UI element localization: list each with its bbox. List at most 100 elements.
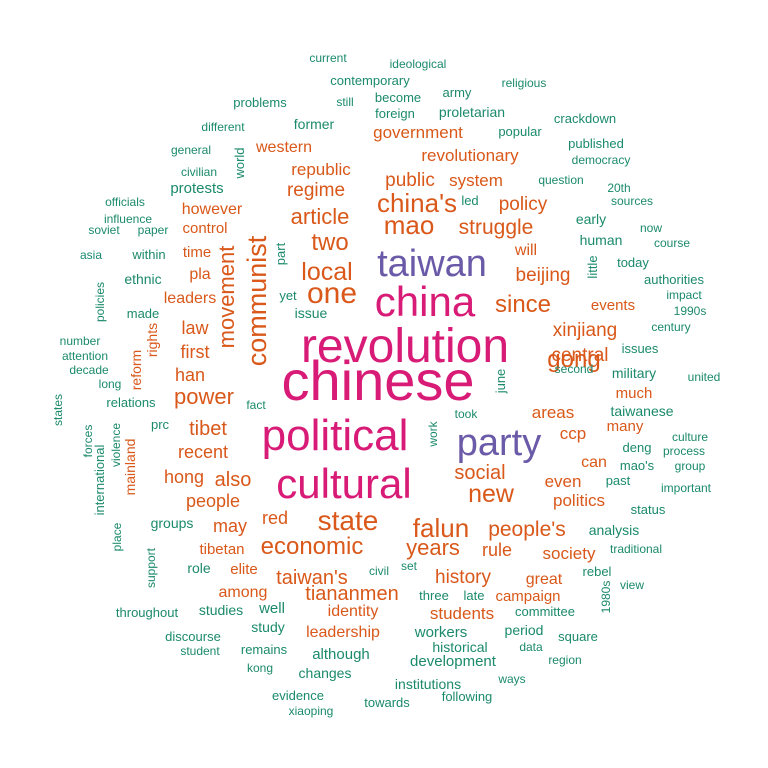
cloud-word-rule: rule bbox=[482, 540, 512, 560]
cloud-word-throughout: throughout bbox=[116, 605, 179, 620]
cloud-word-leaders: leaders bbox=[164, 290, 216, 307]
cloud-word-years: years bbox=[406, 535, 460, 560]
cloud-word-issues: issues bbox=[622, 341, 659, 356]
cloud-word-events: events bbox=[591, 297, 635, 314]
cloud-word-republic: republic bbox=[291, 160, 351, 179]
cloud-word-still: still bbox=[336, 95, 353, 109]
cloud-word-problems: problems bbox=[233, 95, 287, 110]
cloud-word-cultural: cultural bbox=[276, 460, 411, 507]
cloud-word-june: june bbox=[493, 369, 508, 395]
cloud-word-asia: asia bbox=[80, 248, 102, 262]
cloud-word-question: question bbox=[538, 173, 583, 187]
cloud-word-democracy: democracy bbox=[572, 153, 631, 167]
cloud-word-course: course bbox=[654, 236, 690, 250]
cloud-word-recent: recent bbox=[178, 442, 228, 462]
cloud-word-evidence: evidence bbox=[272, 688, 324, 703]
cloud-word-history: history bbox=[435, 567, 491, 588]
cloud-word-politics: politics bbox=[553, 491, 605, 510]
cloud-word-ethnic: ethnic bbox=[124, 271, 161, 287]
cloud-word-popular: popular bbox=[498, 124, 542, 139]
cloud-word-influence: influence bbox=[104, 212, 152, 226]
cloud-word-local: local bbox=[301, 258, 352, 286]
cloud-word-important: important bbox=[661, 481, 712, 495]
cloud-word-also: also bbox=[215, 469, 252, 491]
cloud-word-central: central bbox=[551, 345, 608, 366]
cloud-word-han: han bbox=[175, 365, 205, 385]
cloud-word-reform: reform bbox=[128, 350, 144, 390]
cloud-word-general: general bbox=[171, 143, 211, 157]
cloud-word-soviet: soviet bbox=[88, 223, 120, 237]
cloud-word-now: now bbox=[640, 221, 662, 235]
cloud-word-much: much bbox=[616, 385, 653, 402]
cloud-word-leadership: leadership bbox=[306, 624, 380, 641]
cloud-word-policies: policies bbox=[93, 282, 107, 322]
cloud-word-historical: historical bbox=[432, 639, 487, 655]
cloud-word-rebel: rebel bbox=[583, 564, 612, 579]
cloud-word-law: law bbox=[181, 318, 209, 338]
cloud-word-elite: elite bbox=[230, 561, 258, 578]
cloud-word-studies: studies bbox=[199, 602, 243, 618]
cloud-word-control: control bbox=[182, 220, 227, 237]
cloud-word-government: government bbox=[373, 123, 463, 142]
cloud-word-policy: policy bbox=[499, 194, 548, 215]
cloud-word-human: human bbox=[580, 232, 623, 248]
cloud-word-sources: sources bbox=[611, 194, 653, 208]
cloud-word-students: students bbox=[430, 604, 494, 623]
cloud-word-pla: pla bbox=[189, 266, 210, 283]
cloud-word-towards: towards bbox=[364, 695, 410, 710]
cloud-word-three: three bbox=[419, 588, 449, 603]
cloud-word-kong: kong bbox=[247, 661, 273, 675]
cloud-word-deng: deng bbox=[623, 440, 652, 455]
cloud-word-power: power bbox=[174, 384, 234, 409]
cloud-word-fact: fact bbox=[246, 398, 266, 412]
cloud-word-support: support bbox=[144, 547, 158, 588]
cloud-word-mao-s: mao's bbox=[620, 458, 655, 473]
cloud-word-relations: relations bbox=[106, 395, 156, 410]
cloud-word-article: article bbox=[291, 204, 350, 229]
cloud-word-remains: remains bbox=[241, 642, 288, 657]
cloud-word-little: little bbox=[585, 255, 600, 278]
cloud-word-made: made bbox=[127, 306, 160, 321]
cloud-word-ideological: ideological bbox=[390, 57, 447, 71]
cloud-word-work: work bbox=[426, 420, 440, 447]
cloud-word-international: international bbox=[92, 444, 107, 515]
cloud-word-taiwan-s: taiwan's bbox=[276, 567, 348, 589]
cloud-word-revolutionary: revolutionary bbox=[421, 146, 519, 165]
cloud-word-analysis: analysis bbox=[589, 522, 640, 538]
cloud-word-past: past bbox=[606, 473, 631, 488]
cloud-word-part: part bbox=[273, 242, 288, 265]
cloud-word-religious: religious bbox=[502, 76, 547, 90]
cloud-word-society: society bbox=[543, 544, 596, 563]
cloud-word-discourse: discourse bbox=[165, 629, 221, 644]
cloud-word-current: current bbox=[309, 51, 347, 65]
cloud-word-student: student bbox=[180, 644, 220, 658]
cloud-word-view: view bbox=[620, 578, 644, 592]
cloud-word-late: late bbox=[464, 588, 485, 603]
cloud-word-groups: groups bbox=[151, 515, 194, 531]
cloud-word-development: development bbox=[410, 653, 497, 670]
cloud-word-ways: ways bbox=[497, 672, 525, 686]
cloud-word-red: red bbox=[262, 508, 288, 528]
cloud-word-civilian: civilian bbox=[181, 165, 217, 179]
cloud-word-will: will bbox=[514, 242, 537, 259]
cloud-word-place: place bbox=[110, 522, 124, 551]
cloud-word-different: different bbox=[201, 120, 245, 134]
cloud-word-well: well bbox=[258, 600, 285, 617]
cloud-word-campaign: campaign bbox=[495, 588, 560, 605]
cloud-word-issue: issue bbox=[295, 305, 328, 321]
cloud-word-party: party bbox=[457, 422, 541, 464]
cloud-word-political: political bbox=[262, 411, 409, 460]
cloud-word-data: data bbox=[519, 640, 543, 654]
cloud-word-western: western bbox=[255, 139, 312, 156]
cloud-word-struggle: struggle bbox=[459, 216, 534, 239]
cloud-word-chinese: chinese bbox=[281, 349, 474, 412]
cloud-word-second: second bbox=[555, 362, 594, 376]
cloud-word-among: among bbox=[219, 584, 268, 601]
cloud-word-mainland: mainland bbox=[122, 439, 138, 496]
cloud-word-time: time bbox=[183, 244, 211, 261]
cloud-word-may: may bbox=[213, 516, 247, 536]
cloud-word-however: however bbox=[182, 201, 243, 218]
cloud-word-military: military bbox=[612, 365, 656, 381]
cloud-word-impact: impact bbox=[666, 288, 702, 302]
cloud-word-civil: civil bbox=[369, 564, 389, 578]
